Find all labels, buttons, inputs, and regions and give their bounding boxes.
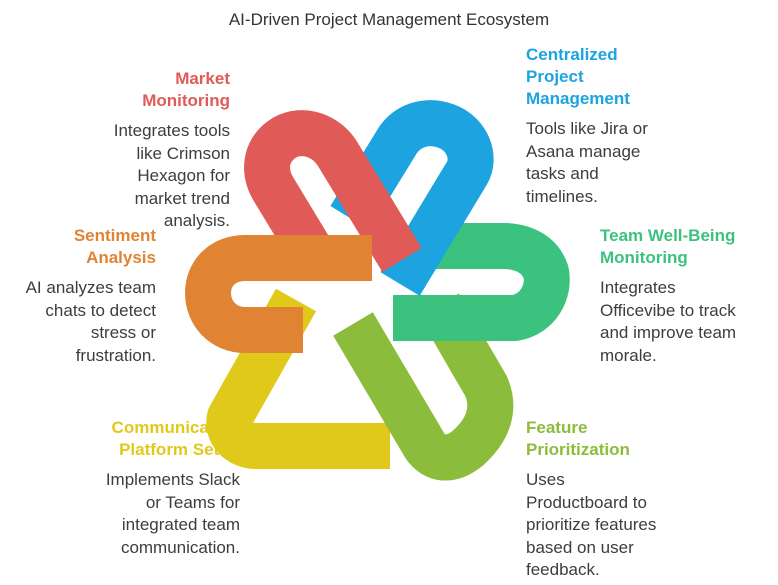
market-monitoring-desc: Integrates tools like Crimson Hexagon fo… [113, 121, 230, 230]
communication-platform-desc: Implements Slack or Teams for integrated… [105, 470, 240, 557]
market-monitoring-title: Market Monitoring [142, 69, 230, 110]
sentiment-analysis-desc: AI analyzes team chats to detect stress … [25, 278, 156, 365]
centralized-management-title: Centralized Project Management [526, 45, 630, 108]
sentiment-analysis-title: Sentiment Analysis [73, 226, 156, 267]
centralized-loop [330, 100, 494, 296]
communication-loop [206, 288, 390, 469]
wellbeing-monitoring-title: Team Well-Being Monitoring [600, 226, 736, 267]
centralized-management-block: Centralized Project Management Tools lik… [526, 44, 756, 208]
sentiment-loop [185, 235, 372, 353]
wellbeing-monitoring-desc: Integrates Officevibe to track and impro… [600, 278, 737, 365]
feature-prioritization-block: Feature Prioritization Uses Productboard… [526, 417, 756, 582]
market-monitoring-block: Market Monitoring Integrates tools like … [0, 68, 230, 233]
feature-loop [333, 293, 514, 481]
page-title: AI-Driven Project Management Ecosystem [228, 10, 550, 29]
feature-prioritization-desc: Uses Productboard to prioritize features… [526, 470, 657, 579]
communication-platform-title: Communication Platform Setup [111, 418, 240, 459]
communication-platform-block: Communication Platform Setup Implements … [10, 417, 240, 559]
market-loop [244, 110, 422, 278]
wellbeing-loop [393, 223, 570, 341]
centralized-management-desc: Tools like Jira or Asana manage tasks an… [526, 119, 648, 206]
wellbeing-monitoring-block: Team Well-Being Monitoring Integrates Of… [600, 225, 778, 367]
sentiment-analysis-block: Sentiment Analysis AI analyzes team chat… [0, 225, 156, 367]
feature-prioritization-title: Feature Prioritization [526, 418, 630, 459]
